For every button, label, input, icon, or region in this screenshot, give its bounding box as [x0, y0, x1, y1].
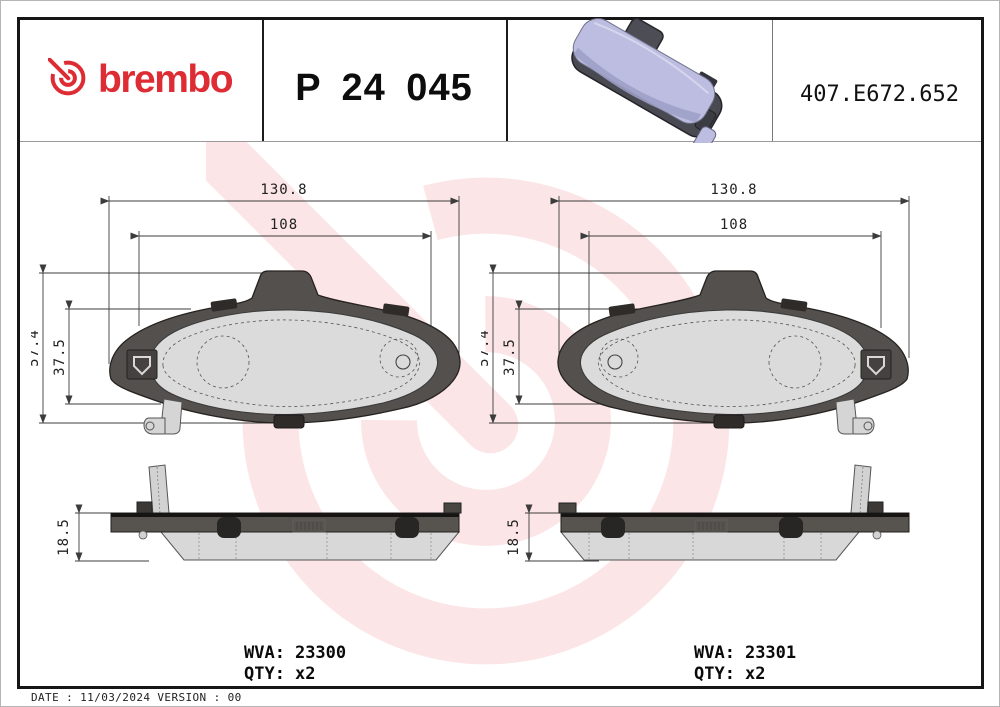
drawing-pad-right: 130.8 108 57.4 37.5 18.5 [481, 182, 910, 562]
brand-name: brembo [98, 58, 234, 101]
dim-thickness: 18.5 [56, 518, 72, 556]
dim-height-outer: 57.4 [31, 329, 42, 367]
dim-height-inner: 37.5 [52, 338, 68, 376]
dimension-lines-right: 130.8 108 57.4 37.5 18.5 [481, 182, 910, 562]
divider-logo-part [262, 20, 264, 141]
pad-side-view-right [558, 464, 910, 561]
wva-value: 23300 [294, 643, 347, 663]
header-divider [20, 141, 981, 142]
reference-number: 407.E672.652 [800, 82, 959, 107]
divider-image-ref [772, 20, 773, 141]
brembo-logo-icon [48, 58, 86, 96]
dim-width-outer: 130.8 [260, 182, 307, 198]
pad-info-right: WVA: 23301 QTY: x2 [694, 643, 796, 685]
pad-3d-illustration [571, 17, 723, 143]
wva-value: 23301 [744, 643, 797, 663]
drawing-frame: brembo P 24 045 407.E672.652 [17, 17, 984, 689]
qty-value: x2 [744, 664, 766, 684]
qty-value: x2 [294, 664, 316, 684]
dim-height-outer: 57.4 [481, 329, 492, 367]
wva-label: WVA: [244, 643, 285, 663]
dim-width-outer: 130.8 [710, 182, 757, 198]
qty-label: QTY: [244, 664, 285, 684]
dim-width-inner: 108 [270, 217, 298, 233]
dim-width-inner: 108 [720, 217, 748, 233]
qty-label: QTY: [694, 664, 735, 684]
dim-thickness: 18.5 [506, 518, 522, 556]
dim-height-inner: 37.5 [502, 338, 518, 376]
date-version-line: DATE : 11/03/2024 VERSION : 00 [31, 691, 242, 704]
wva-label: WVA: [694, 643, 735, 663]
pad-side-view-left [110, 464, 462, 561]
part-number: P 24 045 [295, 67, 473, 109]
divider-part-image [506, 20, 508, 141]
pad-info-left: WVA: 23300 QTY: x2 [244, 643, 346, 685]
pad-front-view-left [108, 270, 462, 435]
pad-front-view-right [556, 270, 910, 435]
drawing-pad-left: 130.8 108 57.4 37.5 18.5 [31, 182, 462, 562]
